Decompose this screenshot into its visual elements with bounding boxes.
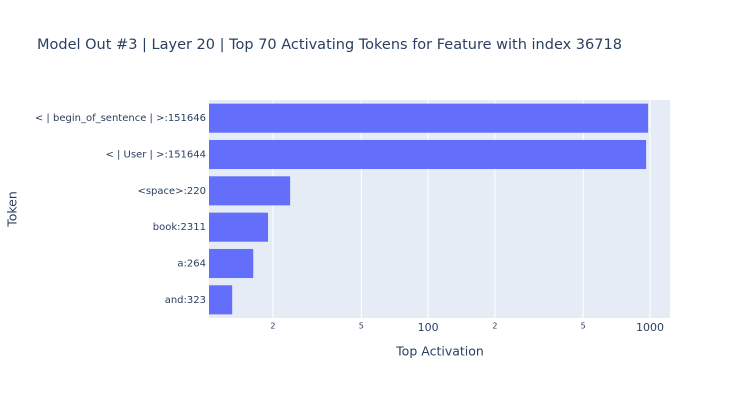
- bar: [209, 285, 233, 315]
- y-axis-title: Token: [5, 191, 20, 228]
- y-tick-label: and:323: [165, 295, 206, 306]
- x-axis-title: Top Activation: [395, 344, 484, 359]
- x-tick-label: 2: [270, 322, 275, 331]
- y-tick-label: < | begin_of_sentence | >:151646: [35, 113, 206, 124]
- y-tick-label: book:2311: [153, 222, 206, 233]
- x-tick-label: 1000: [636, 321, 664, 334]
- chart-title: Model Out #3 | Layer 20 | Top 70 Activat…: [37, 37, 622, 53]
- y-tick-label: < | User | >:151644: [105, 150, 206, 161]
- bar: [209, 248, 254, 279]
- x-tick-label: 2: [492, 322, 497, 331]
- bar: [209, 212, 269, 242]
- y-tick-label: a:264: [177, 259, 206, 270]
- x-tick-label: 5: [359, 322, 364, 331]
- x-tick-label: 100: [418, 321, 439, 334]
- bar: [209, 176, 291, 206]
- bar: [209, 103, 649, 133]
- x-tick-label: 5: [581, 322, 586, 331]
- bar: [209, 139, 647, 170]
- y-tick-label: <space>:220: [137, 186, 206, 197]
- plot-area: [209, 100, 670, 318]
